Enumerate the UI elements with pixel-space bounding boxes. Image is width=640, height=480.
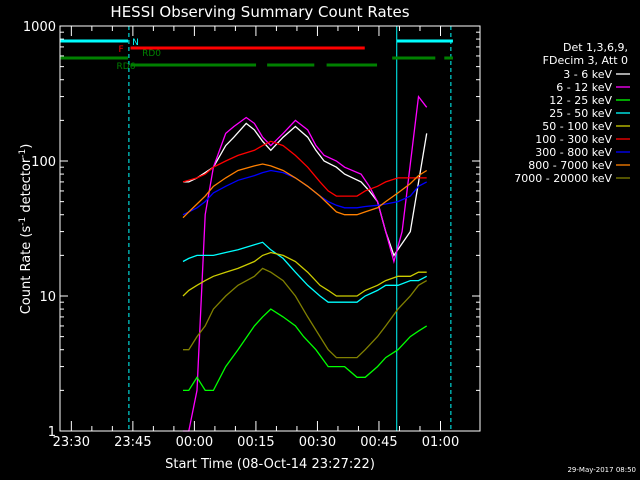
series-line <box>182 163 428 219</box>
status-bar-label: RD0 <box>142 49 161 59</box>
y-tick-label: 1 <box>48 425 56 440</box>
legend-label: 7000 - 20000 keV <box>514 172 612 185</box>
x-axis: 23:30 23:45 00:00 00:15 00:30 00:45 01:00 <box>53 26 459 450</box>
y-axis-label-sup1: -1 <box>18 217 28 226</box>
legend-label: 25 - 50 keV <box>549 107 612 120</box>
x-axis-label: Start Time (08-Oct-14 23:27:22) <box>165 457 375 472</box>
series-line <box>182 140 427 197</box>
x-tick-label: 23:45 <box>114 435 151 450</box>
x-tick-label: 01:00 <box>422 435 459 450</box>
series-line <box>183 308 428 392</box>
legend-label: 6 - 12 keV <box>556 81 612 94</box>
y-axis-label-sup2: -1 <box>18 149 28 158</box>
x-tick-label: 00:45 <box>360 435 397 450</box>
chart-title: HESSI Observing Summary Count Rates <box>110 3 409 21</box>
legend-header-line-2: FDecim 3, Att 0 <box>543 54 628 67</box>
series-line <box>183 267 428 359</box>
legend: Det 1,3,6,9, FDecim 3, Att 0 3 - 6 keV6 … <box>514 41 630 185</box>
series-line <box>182 241 428 303</box>
y-tick-label: 1000 <box>23 20 56 35</box>
legend-label: 100 - 300 keV <box>535 133 612 146</box>
y-tick-label: 10 <box>39 290 56 305</box>
x-tick-label: 00:30 <box>299 435 336 450</box>
plot-frame <box>59 25 481 432</box>
x-tick-label: 00:00 <box>176 435 213 450</box>
series-line <box>182 251 427 297</box>
plot-area: NF RD0 RD6 <box>60 26 453 432</box>
y-axis-label-main: Count Rate (s <box>19 226 34 315</box>
y-axis-label-mid: detector <box>19 157 34 217</box>
y-axis-label-end: ) <box>19 144 34 149</box>
status-bar-label: F <box>119 45 124 55</box>
footer-timestamp: 29-May-2017 08:50 <box>567 466 636 474</box>
x-tick-label: 23:30 <box>53 435 90 450</box>
legend-header-line-1: Det 1,3,6,9, <box>563 41 628 54</box>
legend-label: 12 - 25 keV <box>549 94 612 107</box>
x-tick-label: 00:15 <box>237 435 274 450</box>
status-bar-label: N <box>132 38 139 48</box>
legend-label: 50 - 100 keV <box>542 120 612 133</box>
y-tick-label: 100 <box>31 155 56 170</box>
legend-label: 800 - 7000 keV <box>528 159 612 172</box>
status-bar-label: RD6 <box>117 62 136 72</box>
y-axis-label: Count Rate (s-1 detector-1) <box>18 144 34 315</box>
y-axis: 1 10 100 1000 <box>23 20 480 440</box>
series-line <box>183 94 428 432</box>
legend-label: 300 - 800 keV <box>535 146 612 159</box>
legend-label: 3 - 6 keV <box>563 68 612 81</box>
